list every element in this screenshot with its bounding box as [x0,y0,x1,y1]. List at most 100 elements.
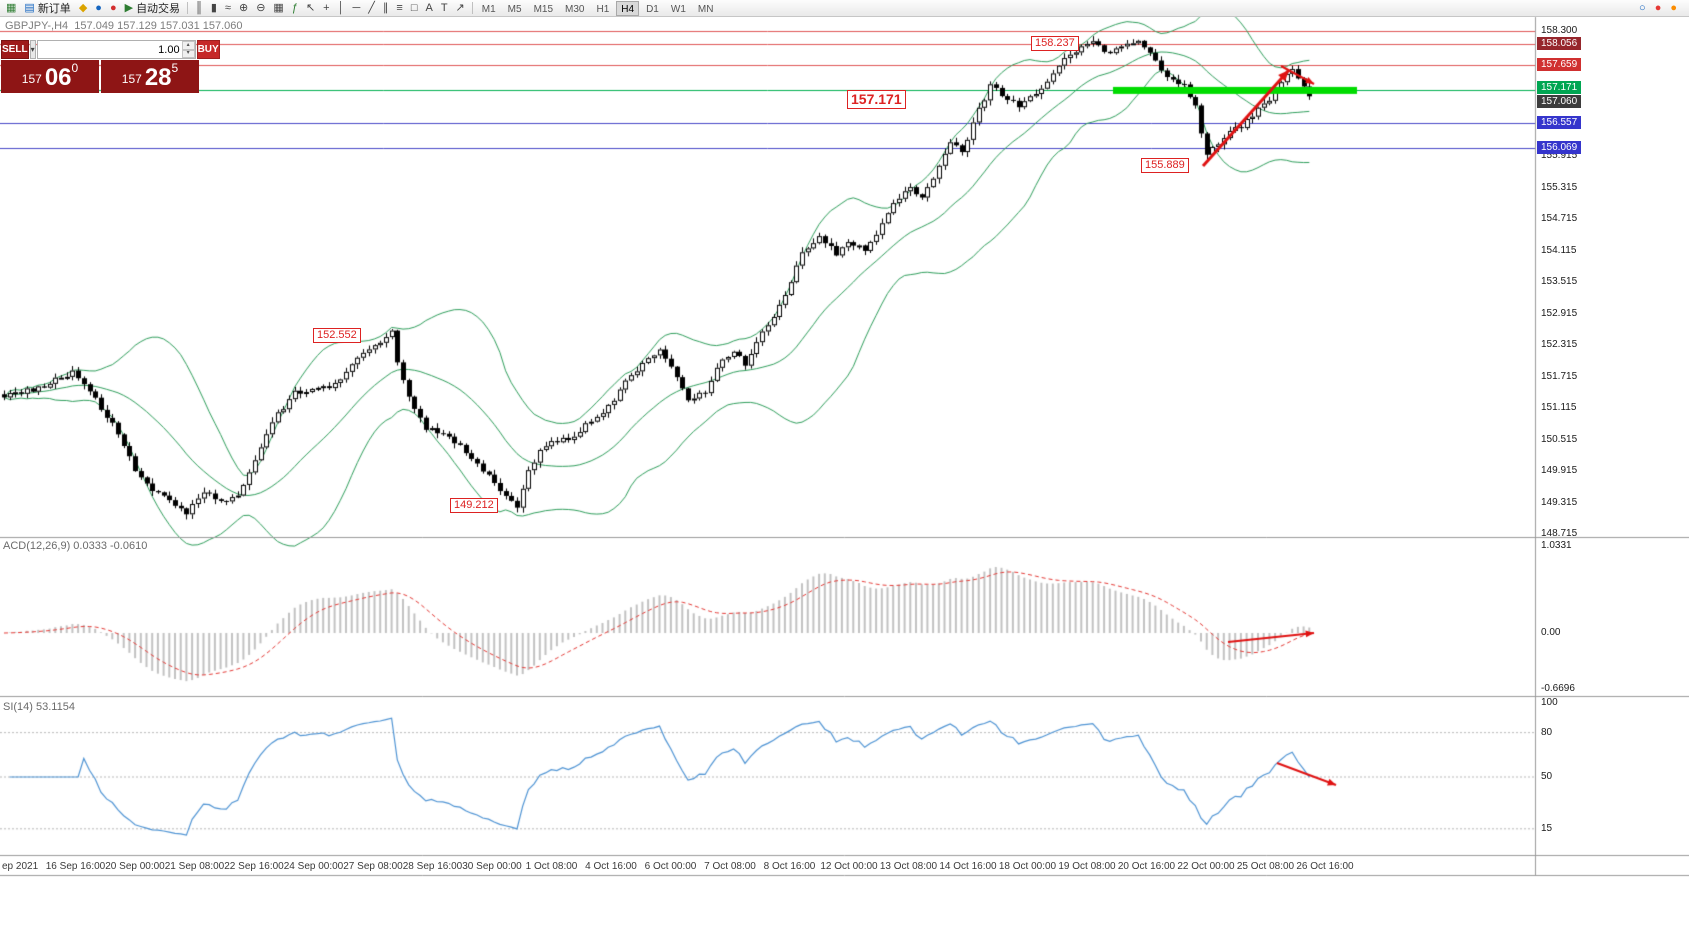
autotrading-icon: ▶ [124,1,134,14]
price-scale-label: 149.315 [1541,496,1578,508]
time-axis-label: 19 Oct 08:00 [1058,861,1116,872]
price-scale-label: 155.315 [1541,181,1578,193]
timeframe-m15-button[interactable]: M15 [533,3,554,15]
horizontal-line-button[interactable]: ─ [349,1,363,16]
cursor-icon: ↖ [305,1,316,14]
time-axis-label: 12 Oct 00:00 [820,861,878,872]
price-annotation[interactable]: 157.171 [847,90,906,109]
arrows-icon: ↗ [455,1,465,14]
buy-price-big: 28 [144,64,172,91]
timeframe-m1-button[interactable]: M1 [481,3,496,15]
zoom-in-button[interactable]: ⊕ [236,1,251,16]
indicators-button[interactable]: ƒ [289,1,301,16]
price-annotation[interactable]: 149.212 [450,498,498,513]
price-scale-label: 149.915 [1541,465,1578,477]
text-icon: A [425,1,433,14]
sell-price-sup: 0 [71,61,79,75]
timeframe-d1-button[interactable]: D1 [646,3,659,15]
zoom-out-icon: ⊖ [256,1,266,14]
buy-price-prefix: 157 [121,72,142,86]
price-annotation[interactable]: 158.237 [1031,36,1079,51]
rsi-indicator-label: SI(14) 53.1154 [3,701,75,713]
candlestick-chart-icon: ▮ [210,1,217,14]
mql5-button[interactable]: ● [107,1,120,16]
line-chart-button[interactable]: ≈ [222,1,234,16]
text-button[interactable]: A [422,1,435,16]
account-status-icon[interactable]: ● [1667,1,1680,16]
shapes-button[interactable]: □ [408,1,421,16]
sell-button[interactable]: SELL [1,40,29,59]
zoom-out-button[interactable]: ⊖ [253,1,268,16]
time-axis-label: 18 Oct 00:00 [998,861,1057,872]
candlestick-chart-button[interactable]: ▮ [208,1,220,16]
community-button[interactable]: ● [92,1,105,16]
macd-scale-label: -0.6696 [1541,683,1575,695]
timeframe-m5-button[interactable]: M5 [507,3,522,15]
rsi-scale-label: 15 [1541,822,1553,834]
symbol-info: GBPJPY-,H4 157.049 157.129 157.031 157.0… [5,20,243,32]
toolbar: ▦ ▤ 新订单 ◆ ● ● ▶ 自动交易 ║ ▮ ≈ ⊕ ⊖ ▦ ƒ ↖ + │ ─ ╱ ∥ ≡ □ A T ↗ M1 M5 M15… [0,0,1689,17]
text-label-icon: T [440,1,448,14]
trendline-icon: ╱ [368,1,375,14]
vertical-line-button[interactable]: │ [335,1,348,16]
timeframe-h4-button[interactable]: H4 [616,0,640,16]
price-annotation[interactable]: 155.889 [1141,158,1189,173]
search-button[interactable]: ○ [1636,1,1649,16]
bar-chart-button[interactable]: ║ [192,1,206,16]
volume-decrease-button[interactable]: ▾ [181,49,195,58]
price-scale-label: 151.715 [1541,370,1578,382]
timeframe-m30-button[interactable]: M30 [565,3,585,15]
price-annotation[interactable]: 152.552 [313,328,361,343]
time-axis-label: 26 Oct 16:00 [1296,861,1354,872]
time-axis-label: 13 Oct 08:00 [879,861,938,872]
autotrading-button[interactable]: ▶ 自动交易 [122,1,183,16]
channel-button[interactable]: ∥ [380,1,392,16]
volume-field: ▴ ▾ [36,40,196,59]
price-scale-label: 151.115 [1541,402,1577,414]
price-scale-label: 148.715 [1541,528,1578,540]
trendline-button[interactable]: ╱ [365,1,378,16]
time-axis-label: 28 Sep 16:00 [402,861,463,872]
alert-status-icon[interactable]: ● [1652,1,1665,16]
price-badge: 156.557 [1537,115,1582,129]
timeframe-w1-button[interactable]: W1 [670,3,686,15]
volume-input[interactable] [37,41,182,58]
crosshair-button[interactable]: + [320,1,332,16]
community-icon: ● [95,1,102,14]
buy-price-display[interactable]: 157 28 5 [101,60,199,93]
timeframe-mn-button[interactable]: MN [697,3,714,15]
volume-dropdown-button[interactable]: ▾ [29,40,36,59]
arrows-button[interactable]: ↗ [453,1,468,16]
time-axis-label: 7 Oct 08:00 [704,861,756,872]
timeframe-h1-button[interactable]: H1 [596,3,610,15]
new-chart-button[interactable]: ▦ [3,1,19,16]
shapes-icon: □ [410,1,418,14]
time-axis-label: 6 Oct 00:00 [644,861,697,872]
cursor-button[interactable]: ↖ [303,1,318,16]
price-scale-label: 152.915 [1541,307,1578,319]
macd-scale-label: 1.0331 [1541,540,1572,551]
buy-button[interactable]: BUY [196,40,220,59]
toolbar-right-group: ○ ● ● [1636,1,1686,16]
time-axis-label: 25 Oct 08:00 [1236,861,1295,872]
tile-windows-button[interactable]: ▦ [270,1,286,16]
alerts-button[interactable]: ◆ [76,1,90,16]
time-axis-label: ep 2021 [2,861,39,872]
sell-price-display[interactable]: 157 06 0 [1,60,99,93]
time-axis-label: 16 Sep 16:00 [45,861,106,872]
toolbar-timeframes-group: M1 M5 M15 M30 H1 H4 D1 W1 MN [477,0,719,16]
time-axis-label: 30 Sep 00:00 [462,861,522,872]
new-order-button[interactable]: ▤ 新订单 [21,1,73,16]
volume-increase-button[interactable]: ▴ [181,41,195,50]
horizontal-line-icon: ─ [352,1,361,14]
zoom-in-icon: ⊕ [238,1,249,14]
text-label-button[interactable]: T [438,1,451,16]
toolbar-tools-group: ║ ▮ ≈ ⊕ ⊖ ▦ ƒ ↖ + │ ─ ╱ ∥ ≡ □ A T ↗ [192,1,468,16]
fibonacci-button[interactable]: ≡ [393,1,405,16]
autotrading-button-label: 自动交易 [136,3,181,15]
time-axis-label: 1 Oct 08:00 [525,861,578,872]
indicators-icon: ƒ [291,1,298,14]
price-scale-label: 155.915 [1541,150,1578,162]
